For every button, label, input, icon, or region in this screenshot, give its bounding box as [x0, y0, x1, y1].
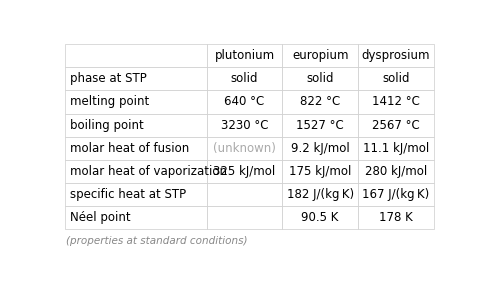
- Text: 11.1 kJ/mol: 11.1 kJ/mol: [363, 142, 429, 155]
- Bar: [282, 44, 358, 67]
- Bar: [358, 137, 434, 160]
- Text: 325 kJ/mol: 325 kJ/mol: [213, 165, 276, 178]
- Text: dysprosium: dysprosium: [362, 49, 430, 62]
- Bar: [207, 137, 282, 160]
- Text: 1527 °C: 1527 °C: [296, 119, 344, 132]
- Bar: [282, 206, 358, 229]
- Bar: [65, 183, 207, 206]
- Bar: [207, 160, 282, 183]
- Bar: [358, 44, 434, 67]
- Text: 167 J/(kg K): 167 J/(kg K): [362, 188, 430, 201]
- Bar: [207, 206, 282, 229]
- Text: solid: solid: [382, 72, 410, 85]
- Text: 822 °C: 822 °C: [300, 96, 340, 108]
- Bar: [207, 44, 282, 67]
- Text: 182 J/(kg K): 182 J/(kg K): [287, 188, 354, 201]
- Text: 1412 °C: 1412 °C: [372, 96, 420, 108]
- Bar: [65, 67, 207, 91]
- Text: Néel point: Néel point: [70, 211, 131, 224]
- Bar: [207, 91, 282, 114]
- Text: (properties at standard conditions): (properties at standard conditions): [67, 236, 248, 246]
- Text: boiling point: boiling point: [70, 119, 144, 132]
- Text: phase at STP: phase at STP: [70, 72, 147, 85]
- Text: 2567 °C: 2567 °C: [372, 119, 420, 132]
- Bar: [282, 160, 358, 183]
- Bar: [65, 160, 207, 183]
- Text: solid: solid: [306, 72, 334, 85]
- Bar: [282, 137, 358, 160]
- Text: molar heat of vaporization: molar heat of vaporization: [70, 165, 227, 178]
- Text: solid: solid: [231, 72, 258, 85]
- Text: (unknown): (unknown): [213, 142, 276, 155]
- Text: 178 K: 178 K: [379, 211, 413, 224]
- Bar: [207, 67, 282, 91]
- Text: europium: europium: [292, 49, 348, 62]
- Text: 280 kJ/mol: 280 kJ/mol: [364, 165, 427, 178]
- Bar: [358, 160, 434, 183]
- Bar: [358, 114, 434, 137]
- Bar: [207, 183, 282, 206]
- Text: 9.2 kJ/mol: 9.2 kJ/mol: [291, 142, 349, 155]
- Text: 90.5 K: 90.5 K: [301, 211, 339, 224]
- Bar: [358, 206, 434, 229]
- Bar: [358, 183, 434, 206]
- Bar: [282, 183, 358, 206]
- Bar: [207, 114, 282, 137]
- Bar: [65, 44, 207, 67]
- Text: 3230 °C: 3230 °C: [221, 119, 268, 132]
- Bar: [358, 67, 434, 91]
- Text: melting point: melting point: [70, 96, 149, 108]
- Text: plutonium: plutonium: [214, 49, 275, 62]
- Bar: [65, 114, 207, 137]
- Bar: [65, 137, 207, 160]
- Text: specific heat at STP: specific heat at STP: [70, 188, 186, 201]
- Bar: [65, 206, 207, 229]
- Bar: [358, 91, 434, 114]
- Text: 640 °C: 640 °C: [225, 96, 264, 108]
- Text: molar heat of fusion: molar heat of fusion: [70, 142, 190, 155]
- Bar: [65, 91, 207, 114]
- Bar: [282, 67, 358, 91]
- Bar: [282, 91, 358, 114]
- Text: 175 kJ/mol: 175 kJ/mol: [289, 165, 351, 178]
- Bar: [282, 114, 358, 137]
